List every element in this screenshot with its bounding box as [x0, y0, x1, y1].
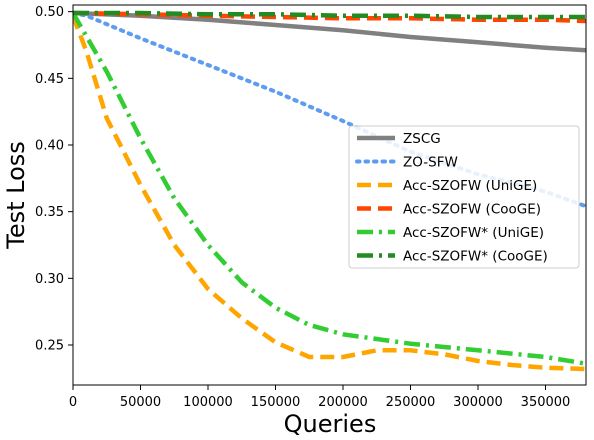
x-tick-label: 50000: [120, 395, 161, 410]
series-line-6: [73, 10, 586, 20]
y-tick-label: 0.30: [35, 272, 64, 287]
x-tick-label: 200000: [318, 395, 368, 410]
series-line-5: [73, 11, 586, 366]
legend-label: Acc-SZOFW (CooGE): [403, 202, 541, 218]
x-tick-label: 100000: [183, 395, 233, 410]
y-tick-label: 0.45: [35, 72, 64, 87]
legend-label: ZO-SFW: [403, 155, 458, 171]
legend-label: ZSCG: [403, 131, 441, 147]
x-tick-label: 0: [69, 395, 77, 410]
y-tick-label: 0.25: [35, 339, 64, 354]
x-axis-label: Queries: [284, 410, 377, 438]
x-tick-label: 250000: [386, 395, 436, 410]
legend-box: [348, 125, 580, 269]
legend: ZSCG ZO-SFW Acc-SZOFW (UniGE) Acc-SZOFW (Co…: [348, 125, 580, 269]
y-tick-label: 0.35: [35, 205, 64, 220]
x-tick-label: 150000: [251, 395, 301, 410]
series-line-4: [73, 10, 586, 24]
y-axis-ticks: 0.25 0.30 0.35 0.40 0.45 0.50: [35, 5, 73, 354]
y-tick-label: 0.40: [35, 139, 64, 154]
y-axis-label: Test Loss: [2, 141, 30, 250]
x-tick-label: 300000: [453, 395, 503, 410]
series-line-3: [73, 14, 586, 372]
y-tick-label: 0.50: [35, 5, 64, 20]
series-line-1: [73, 10, 586, 53]
legend-label: Acc-SZOFW (UniGE): [403, 178, 537, 194]
x-axis-ticks: 0 50000 100000 150000 200000 250000 300000 3500…: [69, 385, 570, 410]
legend-label: Acc-SZOFW* (UniGE): [403, 225, 544, 241]
x-tick-label: 350000: [521, 395, 571, 410]
plot-area-frame: [72, 4, 587, 386]
legend-label: Acc-SZOFW* (CooGE): [403, 249, 548, 265]
legend-items: ZSCG ZO-SFW Acc-SZOFW (UniGE) Acc-SZOFW (Co…: [355, 131, 548, 265]
